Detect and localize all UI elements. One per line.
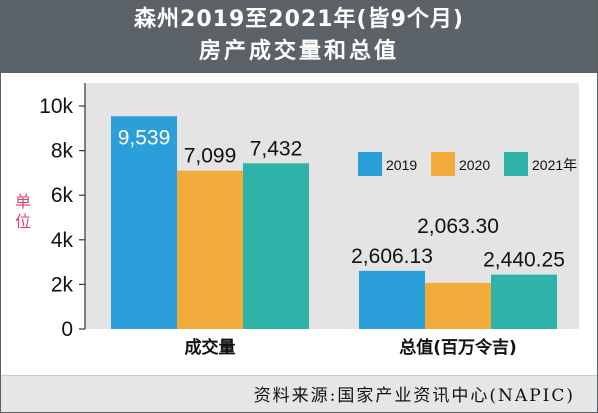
y-tick-label: 6k: [51, 184, 74, 207]
x-category-label: 总值(百万令吉): [399, 337, 517, 358]
y-axis-label: 单: [15, 192, 31, 211]
data-label: 9,539: [118, 126, 171, 149]
data-label: 7,432: [250, 137, 303, 160]
bar-2020-volume: [177, 170, 243, 329]
legend-swatch: [358, 152, 382, 176]
source-note: 资料来源:国家产业资讯中心(NAPIC): [253, 386, 575, 406]
y-tick-label: 4k: [51, 229, 74, 252]
source-footer: 资料来源:国家产业资讯中心(NAPIC): [1, 375, 597, 412]
y-tick-label: 2k: [51, 273, 74, 296]
y-tick-label: 8k: [51, 140, 74, 163]
bar-2021-volume: [243, 163, 309, 329]
legend-swatch: [431, 152, 455, 176]
data-label: 2,063.30: [417, 215, 499, 238]
legend-label: 2020: [459, 157, 490, 173]
bar-chart: 0 2k 4k 6k 8k 10k 单位 9,539 7,099 7,432 成交量 2,606.13…: [15, 83, 579, 358]
y-tick-label: 10k: [39, 95, 73, 118]
legend-swatch: [504, 152, 528, 176]
y-tick-label: 0: [61, 318, 73, 341]
bar-2019-volume: [111, 116, 177, 329]
legend-label: 2021年: [532, 157, 577, 173]
data-label: 2,606.13: [351, 245, 433, 268]
bar-2019-value: [359, 270, 425, 329]
bar-2021-value: [491, 274, 557, 329]
data-label: 2,440.25: [483, 249, 565, 272]
bar-2020-value: [425, 282, 491, 329]
chart-title: 森州2019至2021年(皆9个月): [134, 7, 464, 32]
data-label: 7,099: [184, 145, 237, 168]
chart-header: 森州2019至2021年(皆9个月) 房产成交量和总值: [1, 1, 597, 73]
y-axis-label: 位: [15, 212, 31, 231]
legend-label: 2019: [386, 157, 417, 173]
x-category-label: 成交量: [185, 337, 236, 358]
chart-subtitle: 房产成交量和总值: [198, 39, 399, 64]
